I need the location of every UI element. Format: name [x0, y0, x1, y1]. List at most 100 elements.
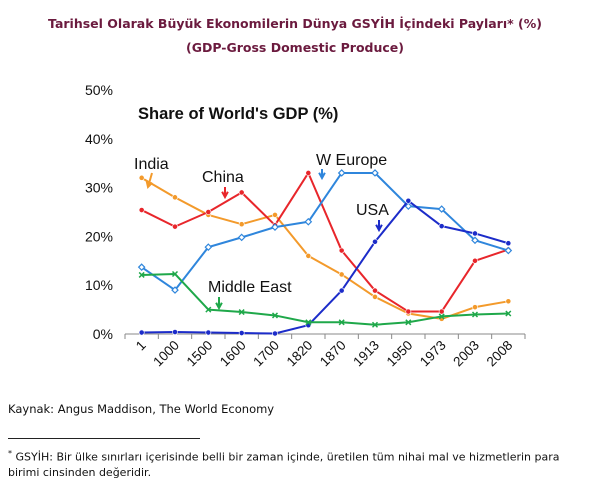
data-point — [438, 308, 445, 315]
page-subtitle: (GDP-Gross Domestic Produce) — [185, 40, 404, 55]
data-point — [372, 238, 378, 245]
x-tick-label: 1913 — [350, 338, 382, 370]
y-tick-label: 20% — [85, 228, 113, 244]
data-point — [171, 286, 179, 294]
series-label-usa: USA — [356, 202, 389, 219]
page-title: Tarihsel Olarak Büyük Ekonomilerin Dünya… — [48, 16, 542, 31]
data-point — [472, 257, 478, 264]
data-point — [305, 170, 312, 176]
data-point — [138, 207, 145, 213]
series-label-w-europe: W Europe — [316, 152, 387, 169]
arrow-head — [221, 191, 229, 200]
data-point — [338, 287, 345, 294]
footnote-mark: * — [8, 449, 12, 458]
y-tick-label: 10% — [85, 277, 113, 293]
y-tick-label: 0% — [93, 326, 113, 342]
x-tick-label: 2003 — [450, 338, 482, 370]
series-usa — [138, 197, 512, 337]
data-point — [305, 253, 312, 259]
footnote-text: GSYİH: Bir ülke sınırları içerisinde bel… — [8, 450, 560, 479]
data-point — [338, 271, 345, 278]
y-tick-label: 40% — [85, 131, 113, 147]
data-point — [472, 230, 478, 237]
gdp-share-line-chart: 0% 10% 20% 30% 40% 50% 1 1000 1500 1600 1700 1820 18… — [85, 82, 526, 370]
data-point — [138, 271, 145, 278]
data-point — [405, 197, 412, 204]
chart-title: Share of World's GDP (%) — [138, 105, 338, 123]
data-point — [172, 223, 178, 230]
data-point — [272, 212, 278, 218]
x-tick-label: 1820 — [284, 338, 316, 370]
x-tick-label: 1600 — [217, 338, 249, 370]
data-point — [372, 287, 378, 294]
series-line-middle-east — [141, 272, 509, 326]
data-point — [238, 189, 245, 196]
data-point — [271, 312, 279, 319]
data-point — [272, 330, 278, 337]
x-tick-label: 1870 — [317, 338, 349, 370]
x-tick-label: 1950 — [384, 338, 416, 370]
data-point — [205, 306, 212, 313]
arrow-head — [318, 172, 326, 181]
data-point — [204, 243, 213, 251]
series-line-usa — [141, 199, 509, 335]
data-point — [172, 329, 178, 335]
y-tick-label: 30% — [85, 180, 113, 196]
data-point — [405, 308, 412, 315]
data-point — [271, 223, 279, 231]
data-point — [338, 247, 345, 254]
series-arrow-india — [147, 172, 153, 188]
footnote-divider — [8, 438, 200, 439]
y-tick-label: 50% — [85, 82, 113, 98]
x-tick-label: 2008 — [484, 338, 516, 370]
data-point — [172, 194, 178, 201]
data-point — [472, 304, 478, 311]
data-point — [371, 321, 379, 328]
data-point — [305, 319, 312, 326]
data-point — [237, 233, 246, 242]
data-point — [471, 311, 479, 318]
data-point — [372, 294, 378, 300]
data-point — [505, 298, 512, 305]
data-point — [405, 319, 412, 326]
series-w-europe — [137, 169, 513, 294]
series-line-china — [141, 171, 509, 313]
data-point — [171, 270, 179, 278]
arrow-head — [145, 180, 153, 190]
data-point — [471, 236, 479, 245]
data-point — [205, 209, 212, 215]
data-point — [138, 174, 145, 181]
arrow-head — [215, 302, 223, 311]
x-tick-label: 1700 — [250, 338, 282, 370]
data-point — [505, 240, 512, 247]
data-point — [371, 169, 379, 177]
data-point — [304, 217, 313, 226]
source-note: Kaynak: Angus Maddison, The World Econom… — [8, 402, 275, 416]
footnote: * GSYİH: Bir ülke sınırları içerisinde b… — [8, 446, 586, 480]
data-point — [438, 223, 445, 230]
arrow-head — [375, 224, 383, 233]
data-point — [505, 310, 512, 317]
series-line-w-europe — [141, 171, 509, 292]
data-point — [337, 169, 346, 177]
data-point — [138, 329, 145, 336]
series-label-china: China — [202, 169, 244, 186]
data-point — [438, 313, 445, 320]
series-label-india: India — [134, 156, 169, 173]
series-middle-east — [138, 270, 512, 328]
series-china — [138, 170, 512, 315]
data-point — [338, 319, 345, 326]
data-point — [137, 263, 146, 271]
data-point — [238, 309, 245, 316]
x-tick-label: 1 — [133, 338, 149, 354]
x-tick-label: 1500 — [184, 338, 216, 370]
x-tick-label: 1973 — [417, 338, 449, 370]
series-label-middle-east: Middle East — [208, 279, 292, 296]
data-point — [437, 205, 446, 213]
data-point — [238, 221, 245, 228]
data-point — [238, 330, 245, 336]
x-tick-label: 1000 — [150, 338, 182, 370]
data-point — [504, 246, 513, 255]
data-point — [205, 329, 212, 336]
data-point — [404, 202, 413, 210]
